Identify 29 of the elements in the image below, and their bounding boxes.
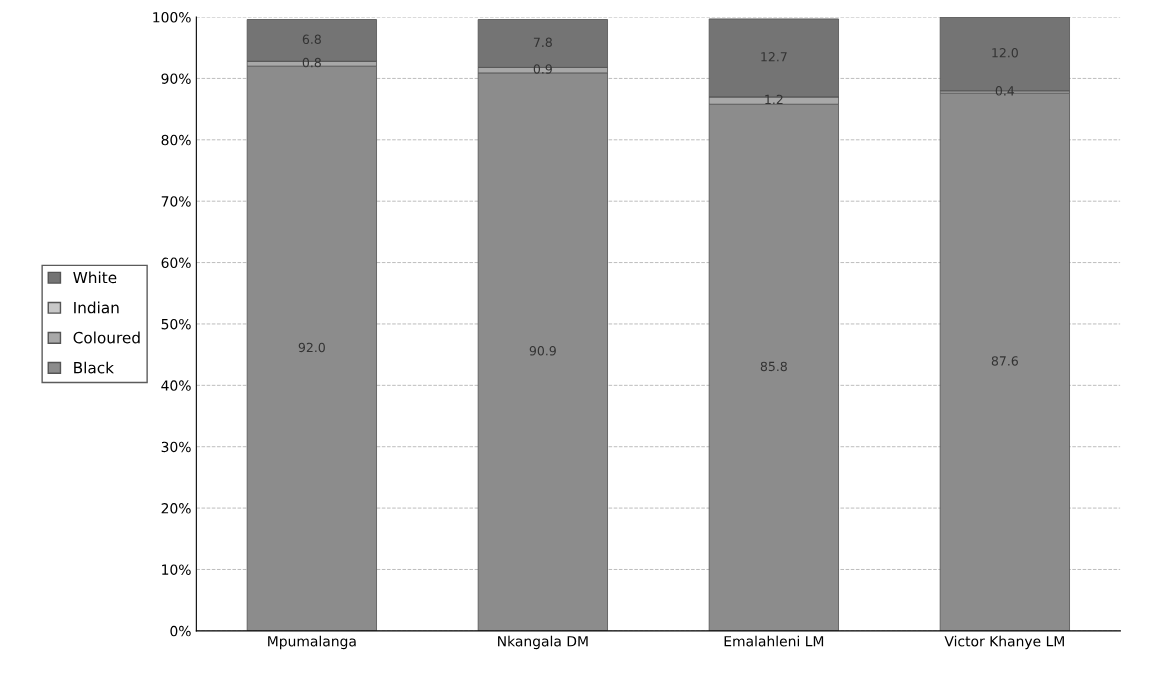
legend-label: Black bbox=[74, 361, 114, 374]
y-tick-label: 40% bbox=[161, 380, 191, 391]
data-label: 90.9 bbox=[529, 346, 556, 356]
data-label: 92.0 bbox=[298, 342, 325, 353]
y-tick-label: 80% bbox=[161, 134, 191, 146]
legend-label: White bbox=[73, 271, 117, 284]
y-tick-label: 70% bbox=[161, 196, 191, 207]
x-tick-label: Nkangala DM bbox=[498, 635, 588, 650]
x-tick-label: Mpumalanga bbox=[268, 635, 356, 650]
y-tick-label: 90% bbox=[161, 73, 191, 84]
data-label: 12.0 bbox=[992, 48, 1018, 58]
data-label: 1.2 bbox=[765, 94, 783, 104]
data-label: 7.8 bbox=[533, 37, 552, 48]
data-label: 6.8 bbox=[302, 34, 321, 44]
data-label: 0.4 bbox=[995, 86, 1015, 96]
data-label: 87.6 bbox=[991, 356, 1018, 366]
data-label: 85.8 bbox=[760, 361, 787, 372]
y-tick-label: 10% bbox=[162, 564, 191, 575]
y-tick-label: 0% bbox=[170, 625, 191, 637]
legend-label: Indian bbox=[74, 301, 119, 314]
y-tick-label: 100% bbox=[153, 12, 191, 23]
x-tick-label: Victor Khanye LM bbox=[944, 635, 1064, 650]
data-label: 12.7 bbox=[761, 52, 787, 62]
y-tick-label: 30% bbox=[161, 441, 191, 453]
x-tick-label: Emalahleni LM bbox=[724, 635, 824, 647]
y-tick-label: 20% bbox=[161, 503, 191, 514]
y-tick-label: 60% bbox=[161, 257, 191, 269]
legend-label: Coloured bbox=[73, 331, 140, 344]
y-tick-label: 50% bbox=[161, 318, 191, 330]
